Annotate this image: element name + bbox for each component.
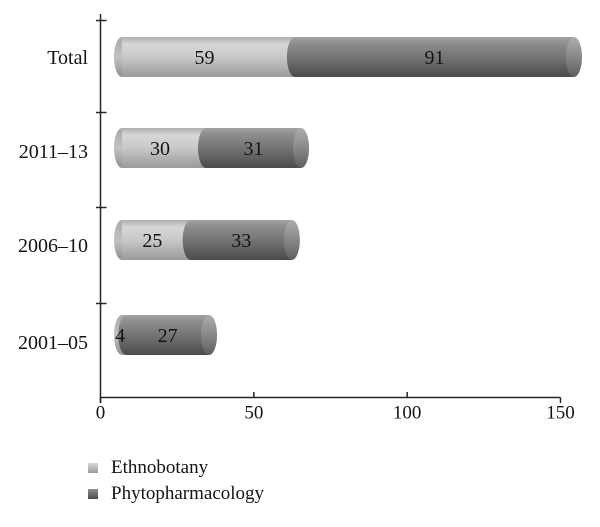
legend: Ethnobotany Phytopharmacology — [88, 457, 264, 505]
x-tick-label: 0 — [96, 403, 106, 424]
bar-row-2001-05: 2001–05 4 27 — [18, 315, 218, 355]
bar-segment-phytopharmacology — [190, 220, 292, 260]
bar-value-label-phytopharmacology: 91 — [424, 47, 444, 69]
x-tick-label: 150 — [546, 403, 575, 424]
bar-value-label-ethnobotany: 25 — [142, 230, 162, 252]
bar-value-label-ethnobotany: 4 — [115, 325, 125, 347]
legend-label-ethnobotany: Ethnobotany — [111, 457, 209, 478]
bar-end-cap — [201, 315, 218, 355]
bar-value-label-phytopharmacology: 27 — [158, 325, 178, 347]
category-label: 2006–10 — [18, 235, 88, 257]
bar-segment-ethnobotany — [122, 220, 191, 260]
category-label: 2001–05 — [18, 332, 88, 354]
bar-segment-phytopharmacology — [126, 315, 210, 355]
bar-end-cap — [283, 220, 300, 260]
bar-row-total: Total 59 91 — [47, 37, 582, 77]
bar-segment-phytopharmacology — [206, 128, 302, 168]
bar-segment-ethnobotany — [122, 128, 206, 168]
bar-value-label-ethnobotany: 30 — [150, 138, 170, 160]
legend-swatch-ethnobotany-icon — [88, 463, 98, 473]
legend-item-ethnobotany: Ethnobotany — [88, 457, 264, 479]
bar-segment-ethnobotany — [122, 37, 295, 77]
category-label: Total — [47, 47, 88, 69]
legend-swatch-phytopharmacology-icon — [88, 489, 98, 499]
bar-end-cap — [293, 128, 310, 168]
x-tick-label: 100 — [393, 403, 422, 424]
bar-row-2006-10: 2006–10 25 33 — [18, 220, 300, 260]
bar-row-2011-13: 2011–13 30 31 — [19, 128, 310, 168]
bar-value-label-ethnobotany: 59 — [194, 47, 214, 69]
x-tick-label: 50 — [244, 403, 263, 424]
bar-value-label-phytopharmacology: 31 — [244, 138, 264, 160]
category-label: 2011–13 — [19, 141, 88, 163]
bar-segment-phytopharmacology — [294, 37, 574, 77]
bar-value-label-phytopharmacology: 33 — [231, 230, 251, 252]
bar-end-cap — [566, 37, 582, 77]
legend-label-phytopharmacology: Phytopharmacology — [111, 483, 265, 504]
legend-item-phytopharmacology: Phytopharmacology — [88, 483, 264, 505]
